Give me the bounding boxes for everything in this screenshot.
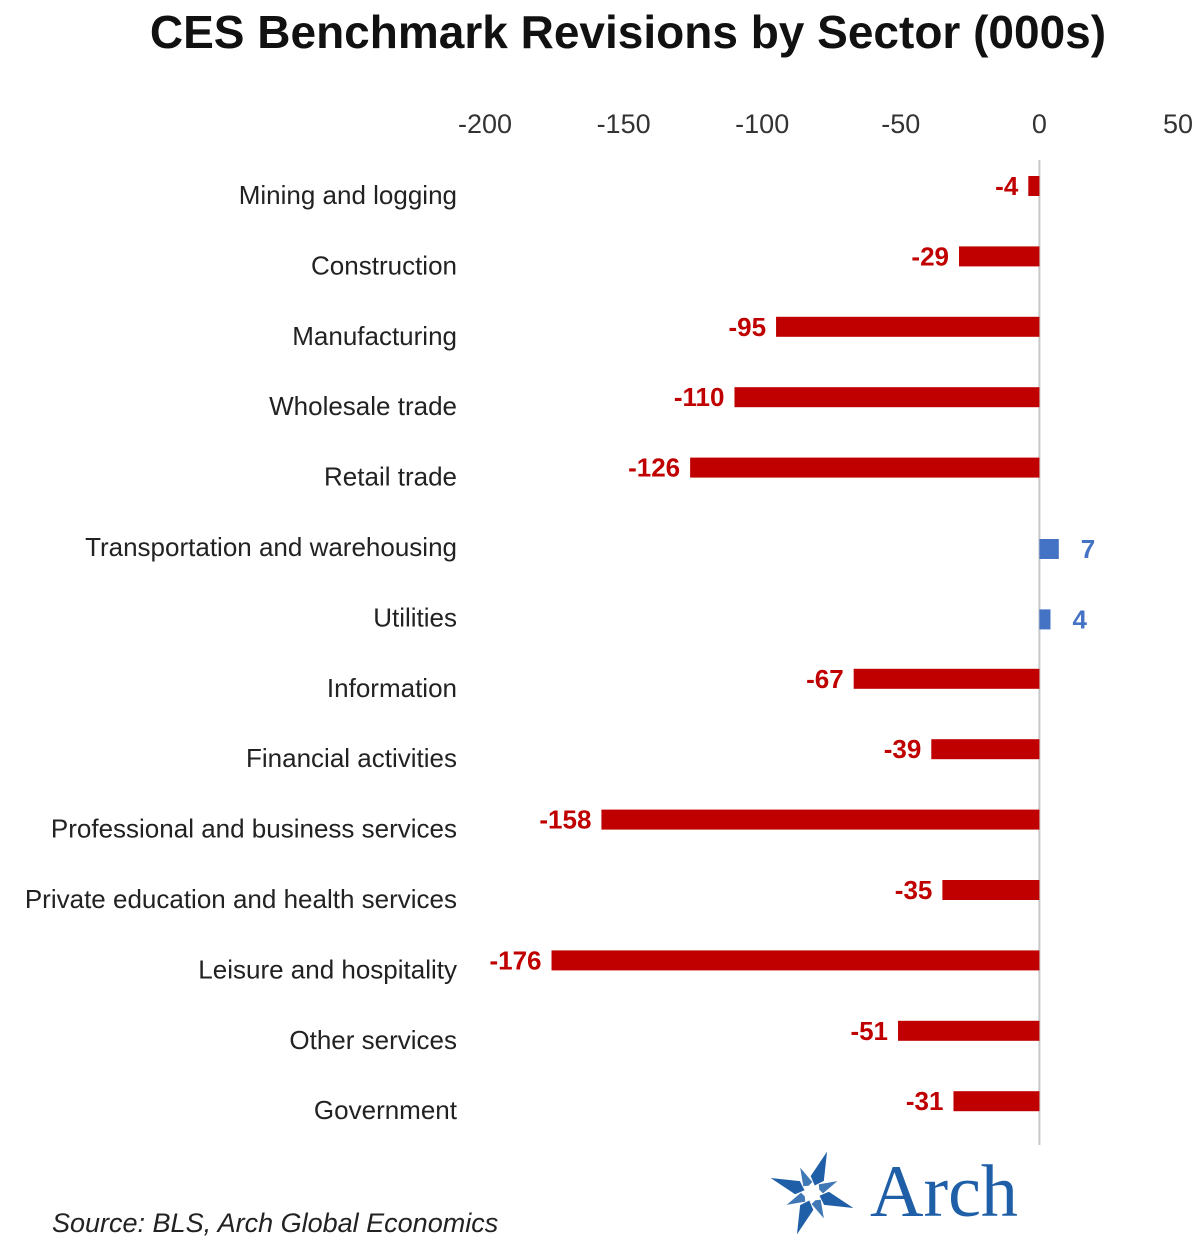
value-labels: -4 -29 -95 -110 -126 7 4 -67 -39 -158 -35 -176 -51 -3…	[489, 171, 1095, 1116]
bar	[1028, 176, 1040, 196]
x-tick-label: -150	[597, 109, 651, 139]
category-label: Other services	[289, 1025, 457, 1055]
category-label: Leisure and hospitality	[198, 954, 457, 984]
bar	[959, 246, 1040, 267]
data-label: 7	[1081, 534, 1095, 564]
arch-logo: Arch	[770, 1151, 1018, 1235]
logo-text: Arch	[870, 1151, 1018, 1233]
bar	[734, 387, 1040, 408]
source-note: Source: BLS, Arch Global Economics	[52, 1208, 498, 1238]
category-label: Professional and business services	[51, 814, 457, 844]
bar	[776, 316, 1040, 337]
data-label: -31	[906, 1086, 944, 1116]
bar	[690, 457, 1040, 478]
category-label: Private education and health services	[25, 884, 457, 914]
data-label: -35	[895, 875, 933, 905]
chart-title: CES Benchmark Revisions by Sector (000s)	[150, 6, 1106, 58]
data-label: -110	[674, 382, 725, 412]
data-label: -39	[884, 734, 922, 764]
x-tick-label: -100	[735, 109, 789, 139]
arch-star-icon	[770, 1151, 854, 1235]
data-label: -29	[911, 241, 949, 271]
bar	[953, 1091, 1040, 1112]
category-label: Retail trade	[324, 462, 457, 492]
x-tick-label: 0	[1032, 109, 1047, 139]
bar	[551, 950, 1040, 971]
bar	[601, 809, 1040, 830]
x-axis: -200 -150 -100 -50 0 50	[458, 109, 1193, 139]
bars	[551, 176, 1059, 1112]
bar	[931, 739, 1040, 760]
x-tick-label: -200	[458, 109, 512, 139]
data-label: 4	[1072, 604, 1087, 634]
data-label: -158	[539, 805, 591, 835]
data-label: -67	[806, 664, 844, 694]
x-tick-label: 50	[1163, 109, 1193, 139]
data-label: -4	[995, 171, 1019, 201]
category-label: Wholesale trade	[269, 391, 457, 421]
category-label: Manufacturing	[292, 321, 457, 351]
data-label: -51	[850, 1016, 888, 1046]
category-label: Construction	[311, 250, 457, 280]
data-label: -126	[628, 453, 680, 483]
category-label: Government	[314, 1095, 458, 1125]
bar	[853, 668, 1040, 689]
data-label: -95	[728, 312, 766, 342]
bar	[942, 880, 1040, 900]
category-label: Utilities	[373, 602, 457, 632]
category-label: Mining and logging	[239, 180, 457, 210]
bar	[1039, 609, 1051, 630]
x-tick-label: -50	[881, 109, 920, 139]
bar	[1039, 539, 1059, 559]
category-label: Transportation and warehousing	[85, 532, 457, 562]
bar	[898, 1020, 1040, 1041]
category-labels: Mining and logging Construction Manufactur…	[25, 180, 458, 1125]
category-label: Information	[327, 673, 457, 703]
category-label: Financial activities	[246, 743, 457, 773]
data-label: -176	[489, 945, 541, 975]
